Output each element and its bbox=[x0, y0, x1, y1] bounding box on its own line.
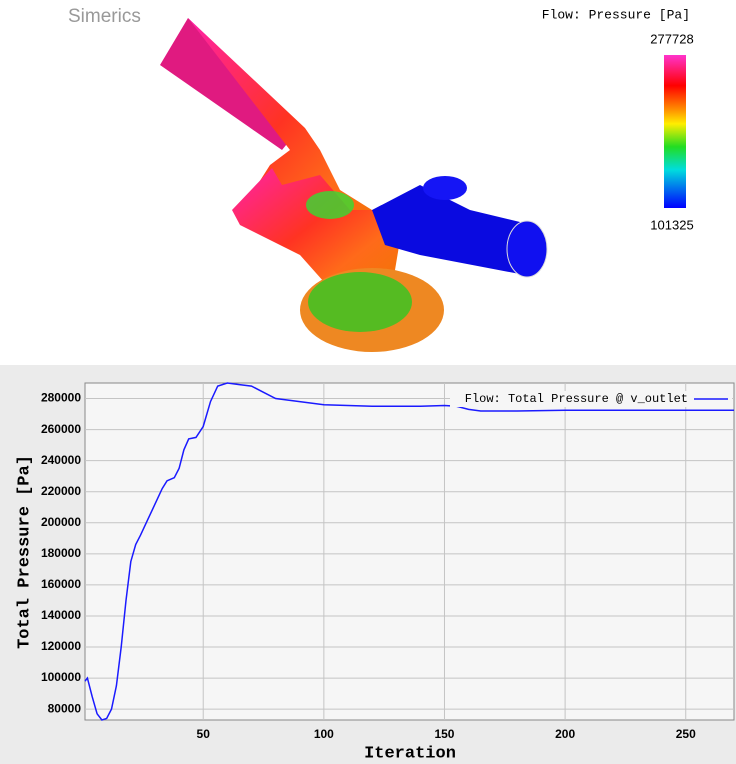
screen: Simerics Flow: Pressure [Pa] 277728 1013… bbox=[0, 0, 736, 764]
x-axis-title: Iteration bbox=[364, 744, 456, 763]
y-tick-label: 180000 bbox=[41, 546, 81, 560]
y-tick-label: 200000 bbox=[41, 515, 81, 529]
x-tick-label: 100 bbox=[314, 727, 334, 741]
legend-label: Flow: Total Pressure @ v_outlet bbox=[465, 392, 688, 406]
y-tick-label: 120000 bbox=[41, 639, 81, 653]
y-tick-label: 80000 bbox=[48, 701, 82, 715]
y-tick-label: 280000 bbox=[41, 391, 81, 405]
logo: Simerics bbox=[68, 6, 141, 27]
y-tick-label: 160000 bbox=[41, 577, 81, 591]
colorbar bbox=[664, 55, 686, 208]
x-tick-label: 50 bbox=[197, 727, 211, 741]
viewport-3d: Simerics Flow: Pressure [Pa] 277728 1013… bbox=[68, 6, 694, 352]
colorbar-title: Flow: Pressure [Pa] bbox=[542, 7, 690, 22]
outlet-end bbox=[507, 221, 547, 277]
y-tick-label: 260000 bbox=[41, 422, 81, 436]
impeller bbox=[308, 272, 412, 332]
colorbar-max: 277728 bbox=[650, 31, 693, 46]
x-tick-label: 150 bbox=[434, 727, 454, 741]
x-tick-label: 200 bbox=[555, 727, 575, 741]
y-tick-label: 140000 bbox=[41, 608, 81, 622]
y-tick-label: 220000 bbox=[41, 484, 81, 498]
inlet-pipe bbox=[423, 176, 467, 200]
y-tick-label: 100000 bbox=[41, 670, 81, 684]
x-tick-label: 250 bbox=[676, 727, 696, 741]
colorbar-min: 101325 bbox=[650, 217, 693, 232]
low-zone bbox=[306, 191, 354, 219]
plot-area bbox=[85, 383, 734, 720]
y-axis-title: Total Pressure [Pa] bbox=[15, 455, 34, 649]
y-tick-label: 240000 bbox=[41, 453, 81, 467]
